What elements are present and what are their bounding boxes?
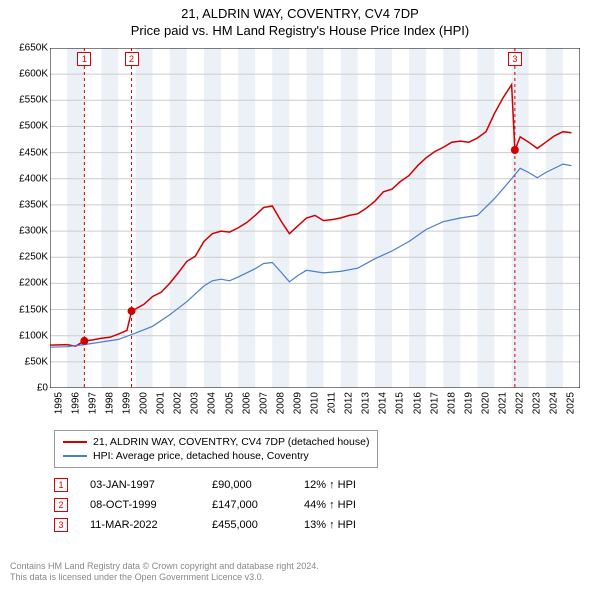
sale-date: 08-OCT-1999: [90, 499, 190, 511]
x-axis-tick-label: 2006: [241, 392, 252, 414]
y-axis-tick-label: £150K: [4, 304, 48, 315]
sale-index-marker: 3: [54, 518, 68, 532]
x-axis-tick-label: 1995: [53, 392, 64, 414]
x-axis-tick-label: 2017: [429, 392, 440, 414]
legend-label: 21, ALDRIN WAY, COVENTRY, CV4 7DP (detac…: [93, 436, 369, 448]
y-axis-tick-label: £0: [4, 383, 48, 394]
title-address: 21, ALDRIN WAY, COVENTRY, CV4 7DP: [0, 6, 600, 21]
x-axis-tick-label: 2003: [190, 392, 201, 414]
y-axis-tick-label: £500K: [4, 121, 48, 132]
x-axis-tick-label: 2000: [139, 392, 150, 414]
y-axis-tick-label: £400K: [4, 173, 48, 184]
sale-date: 11-MAR-2022: [90, 519, 190, 531]
sales-row: 3 11-MAR-2022 £455,000 13% ↑ HPI: [54, 515, 394, 535]
legend: 21, ALDRIN WAY, COVENTRY, CV4 7DP (detac…: [54, 430, 378, 468]
x-axis-tick-label: 2010: [310, 392, 321, 414]
sales-table: 1 03-JAN-1997 £90,000 12% ↑ HPI 2 08-OCT…: [54, 475, 394, 535]
sale-pct: 13% ↑ HPI: [304, 519, 394, 531]
sales-row: 2 08-OCT-1999 £147,000 44% ↑ HPI: [54, 495, 394, 515]
chart-sale-marker: 2: [125, 52, 139, 66]
x-axis-tick-label: 2024: [549, 392, 560, 414]
x-axis-tick-label: 2009: [292, 392, 303, 414]
x-axis-tick-label: 2013: [361, 392, 372, 414]
y-axis-tick-label: £650K: [4, 43, 48, 54]
x-axis-tick-label: 1999: [121, 392, 132, 414]
x-axis-tick-label: 2023: [532, 392, 543, 414]
x-axis-tick-label: 2005: [224, 392, 235, 414]
sale-price: £455,000: [212, 519, 282, 531]
sale-index-marker: 2: [54, 498, 68, 512]
y-axis-tick-label: £450K: [4, 147, 48, 158]
x-axis-tick-label: 2018: [446, 392, 457, 414]
y-axis-tick-label: £300K: [4, 226, 48, 237]
y-axis-tick-label: £100K: [4, 330, 48, 341]
x-axis-tick-label: 2025: [566, 392, 577, 414]
x-axis-tick-label: 2011: [327, 392, 338, 414]
x-axis-tick-label: 2016: [412, 392, 423, 414]
sale-price: £90,000: [212, 479, 282, 491]
x-axis-tick-label: 2012: [344, 392, 355, 414]
title-block: 21, ALDRIN WAY, COVENTRY, CV4 7DP Price …: [0, 0, 600, 38]
sales-row: 1 03-JAN-1997 £90,000 12% ↑ HPI: [54, 475, 394, 495]
sale-date: 03-JAN-1997: [90, 479, 190, 491]
x-axis-tick-label: 2019: [463, 392, 474, 414]
legend-item: 21, ALDRIN WAY, COVENTRY, CV4 7DP (detac…: [63, 435, 369, 449]
sale-price: £147,000: [212, 499, 282, 511]
chart-sale-marker: 3: [508, 52, 522, 66]
x-axis-tick-label: 2015: [395, 392, 406, 414]
x-axis-tick-label: 2020: [480, 392, 491, 414]
x-axis-tick-label: 1997: [87, 392, 98, 414]
x-axis-tick-label: 2001: [156, 392, 167, 414]
y-axis-tick-label: £550K: [4, 95, 48, 106]
sale-pct: 12% ↑ HPI: [304, 479, 394, 491]
y-axis-tick-label: £350K: [4, 199, 48, 210]
footnote-line: This data is licensed under the Open Gov…: [10, 572, 319, 584]
chart-container: 21, ALDRIN WAY, COVENTRY, CV4 7DP Price …: [0, 0, 600, 590]
x-axis-tick-label: 2004: [207, 392, 218, 414]
footnote: Contains HM Land Registry data © Crown c…: [10, 561, 319, 584]
chart-sale-marker: 1: [77, 52, 91, 66]
legend-swatch: [63, 441, 87, 443]
footnote-line: Contains HM Land Registry data © Crown c…: [10, 561, 319, 573]
y-axis-tick-label: £50K: [4, 356, 48, 367]
chart-area: [50, 48, 580, 388]
x-axis-tick-label: 1998: [104, 392, 115, 414]
x-axis-tick-label: 1996: [70, 392, 81, 414]
y-axis-tick-label: £600K: [4, 69, 48, 80]
legend-swatch: [63, 455, 87, 457]
x-axis-tick-label: 2022: [515, 392, 526, 414]
title-subtitle: Price paid vs. HM Land Registry's House …: [0, 23, 600, 38]
y-axis-tick-label: £200K: [4, 278, 48, 289]
legend-item: HPI: Average price, detached house, Cove…: [63, 449, 369, 463]
x-axis-tick-label: 2014: [378, 392, 389, 414]
y-axis-tick-label: £250K: [4, 252, 48, 263]
chart-svg: [50, 48, 580, 388]
x-axis-tick-label: 2008: [275, 392, 286, 414]
sale-pct: 44% ↑ HPI: [304, 499, 394, 511]
sale-index-marker: 1: [54, 478, 68, 492]
x-axis-tick-label: 2002: [173, 392, 184, 414]
x-axis-tick-label: 2007: [258, 392, 269, 414]
legend-label: HPI: Average price, detached house, Cove…: [93, 450, 309, 462]
x-axis-tick-label: 2021: [498, 392, 509, 414]
